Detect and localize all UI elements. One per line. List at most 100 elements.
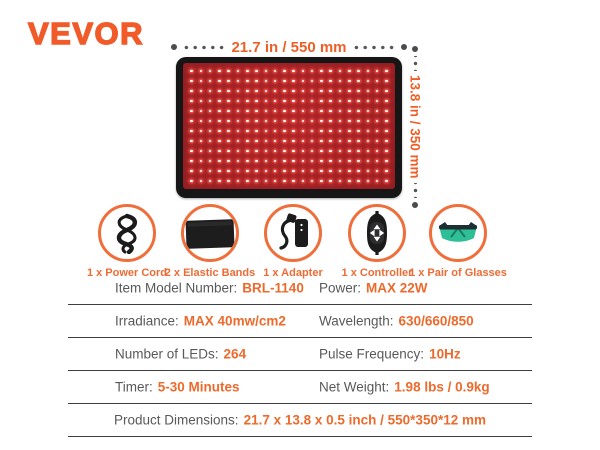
- led-dot: [366, 139, 370, 143]
- led-dot: [347, 69, 351, 73]
- led-dot: [264, 89, 268, 93]
- led-dot: [227, 169, 231, 173]
- led-dot: [264, 129, 268, 133]
- led-dot: [310, 69, 314, 73]
- led-dot: [245, 179, 249, 183]
- led-dot: [292, 119, 295, 123]
- led-dot: [273, 69, 277, 73]
- led-dot: [283, 169, 286, 173]
- led-dot: [208, 169, 212, 173]
- led-dot: [208, 69, 212, 73]
- led-dot: [255, 119, 258, 123]
- led-dot: [347, 79, 351, 83]
- led-dot: [385, 179, 388, 183]
- dimension-end-dot: [400, 44, 407, 50]
- led-dot: [236, 129, 240, 133]
- spec-row-leds-frequency: Number of LEDs: 264 Pulse Frequency: 10Hz: [68, 338, 532, 371]
- spec-value: BRL-1140: [242, 280, 304, 296]
- led-dot: [329, 109, 333, 113]
- led-dot: [347, 129, 351, 133]
- led-dot: [320, 139, 323, 143]
- led-dot: [273, 79, 277, 83]
- spec-cell: Pulse Frequency: 10Hz: [319, 347, 461, 362]
- led-dot: [245, 69, 249, 73]
- dotted-line: [412, 56, 418, 72]
- led-dot: [338, 99, 342, 103]
- led-dot: [292, 109, 295, 113]
- led-dot: [190, 169, 193, 173]
- led-dot: [347, 149, 351, 153]
- led-dot: [301, 69, 305, 73]
- led-dot: [347, 109, 351, 113]
- led-dot: [338, 109, 342, 113]
- accessory-label: 1 x Adapter: [263, 267, 323, 279]
- spec-row-timer-weight: Timer: 5-30 Minutes Net Weight: 1.98 lbs /…: [68, 371, 532, 404]
- spec-row-irradiance-wavelength: Irradiance: MAX 40mw/cm2 Wavelength: 630/6…: [68, 305, 532, 338]
- led-dot: [366, 69, 370, 73]
- led-dot: [264, 99, 268, 103]
- glasses-icon: [439, 222, 477, 242]
- led-dot: [357, 79, 360, 83]
- led-dot: [245, 139, 249, 143]
- spec-row-dimensions: Product Dimensions: 21.7 x 13.8 x 0.5 inc…: [68, 404, 532, 437]
- led-dot: [375, 159, 379, 163]
- led-dot: [357, 69, 360, 73]
- led-dot: [292, 179, 295, 183]
- led-dot: [245, 159, 249, 163]
- led-dot: [245, 89, 249, 93]
- spec-value: 264: [223, 346, 247, 362]
- led-dot: [357, 149, 360, 153]
- led-dot: [347, 89, 351, 93]
- accessory-label: 2 x Elastic Bands: [164, 267, 256, 279]
- led-dot: [255, 109, 258, 113]
- led-dot: [236, 89, 240, 93]
- led-dot: [236, 79, 240, 83]
- led-dot: [366, 159, 370, 163]
- led-dot: [329, 89, 333, 93]
- led-dot: [273, 119, 277, 123]
- led-dot: [347, 159, 351, 163]
- led-dot: [245, 149, 249, 153]
- spec-value: 21.7 x 13.8 x 0.5 inch / 550*350*12 mm: [243, 412, 486, 428]
- accessory-circle: [181, 204, 239, 262]
- led-dot: [218, 139, 221, 143]
- led-dot: [208, 129, 212, 133]
- led-dot: [310, 119, 314, 123]
- led-dot: [208, 149, 212, 153]
- led-dot: [283, 109, 286, 113]
- led-dot: [264, 79, 268, 83]
- led-dot: [208, 119, 212, 123]
- accessory-label: 1 x Power Cord: [86, 267, 168, 279]
- led-dot: [273, 99, 277, 103]
- led-dot: [273, 149, 277, 153]
- led-dot: [329, 129, 333, 133]
- led-dot: [218, 179, 221, 183]
- led-dot: [301, 79, 305, 83]
- spec-label: Wavelength:: [319, 313, 394, 329]
- led-dot: [357, 119, 360, 123]
- led-dot: [347, 119, 351, 123]
- led-dot: [320, 79, 323, 83]
- led-dot: [264, 159, 268, 163]
- led-dot: [236, 179, 240, 183]
- led-dot: [264, 69, 268, 73]
- led-dot: [292, 99, 295, 103]
- spec-row-model-power: Item Model Number: BRL-1140 Power: MAX 22W: [68, 272, 532, 305]
- power-cord-icon: [116, 213, 138, 254]
- led-dot: [218, 89, 221, 93]
- led-dot: [292, 89, 295, 93]
- led-dot: [301, 119, 305, 123]
- accessory-circle: [429, 204, 487, 262]
- accessory-circle: [264, 204, 322, 262]
- dotted-line: [351, 44, 396, 50]
- led-dot: [310, 139, 314, 143]
- width-dimension-label: 21.7 in / 550 mm: [231, 38, 347, 56]
- spec-label: Net Weight:: [319, 379, 390, 395]
- dimension-end-dot: [412, 46, 418, 53]
- led-dot: [347, 139, 351, 143]
- led-dot: [375, 119, 379, 123]
- led-dot: [338, 119, 342, 123]
- led-dot: [385, 99, 388, 103]
- led-dot: [199, 89, 203, 93]
- led-dot: [357, 159, 360, 163]
